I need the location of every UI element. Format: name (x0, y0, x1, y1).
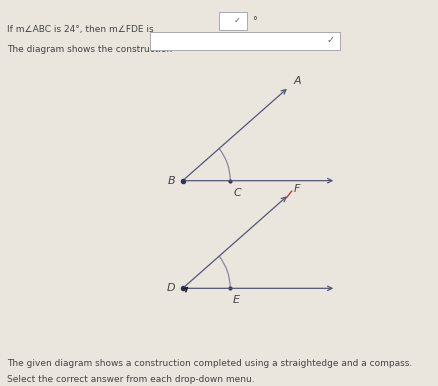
Text: D: D (167, 283, 175, 293)
Text: °: ° (252, 16, 257, 26)
Text: The diagram shows the construction: The diagram shows the construction (7, 46, 173, 54)
Text: C: C (233, 188, 241, 198)
Text: If m∠ABC is 24°, then m∠FDE is: If m∠ABC is 24°, then m∠FDE is (7, 25, 154, 34)
Text: B: B (168, 176, 175, 186)
FancyBboxPatch shape (219, 12, 247, 30)
Text: Select the correct answer from each drop-down menu.: Select the correct answer from each drop… (7, 375, 255, 384)
Text: The given diagram shows a construction completed using a straightedge and a comp: The given diagram shows a construction c… (7, 359, 413, 369)
FancyBboxPatch shape (150, 32, 340, 50)
Text: E: E (233, 295, 240, 305)
Text: ✓: ✓ (327, 35, 335, 45)
Text: A: A (293, 76, 301, 86)
Text: ✓: ✓ (234, 15, 241, 24)
Text: F: F (293, 184, 300, 194)
